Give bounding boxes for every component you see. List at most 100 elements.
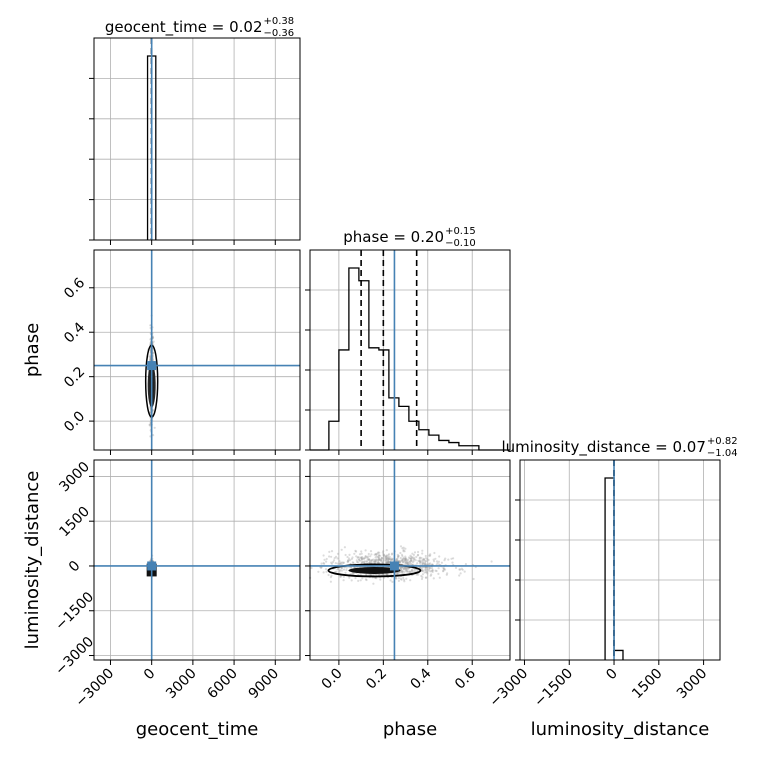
sample-point [459,568,462,571]
sample-point [361,561,364,564]
sample-point [360,557,363,560]
sample-point [358,553,362,556]
sample-point [351,561,354,564]
sample-point [461,568,464,571]
sample-point [383,557,386,560]
sample-point [360,556,363,559]
sample-point [410,559,413,562]
sample-point [332,560,335,564]
sample-point [428,567,431,570]
sample-point [375,555,378,558]
sample-point [368,558,371,561]
sample-point [361,558,364,561]
sample-point [423,558,426,561]
panel-frame-0-0 [93,37,301,241]
sample-point [410,569,413,572]
sample-point [357,561,360,564]
title-equals: = [389,228,411,246]
sample-point [407,562,410,565]
sample-point [385,557,388,560]
sample-point [364,556,367,560]
sample-point [379,558,382,561]
sample-point [406,558,410,561]
sample-point [407,556,411,559]
sample-point [421,559,424,562]
sample-point [431,567,434,570]
sample-point [423,559,426,562]
sample-point [370,553,373,556]
sample-point [424,562,427,566]
sample-point [458,568,461,571]
sample-point [340,563,343,566]
sample-point [377,561,380,564]
sample-point [395,559,398,562]
sample-point [378,561,381,565]
sample-point [426,558,429,561]
sample-point [149,358,152,361]
sample-point [376,555,380,559]
sample-point [434,557,437,560]
sample-point [367,552,370,556]
xtick-label-phase-0: 0.0 [319,666,346,693]
sample-point [339,562,342,565]
sample-point [425,568,428,571]
sample-point [397,579,400,583]
sample-point [356,561,359,564]
sample-point [342,579,345,582]
sample-point [358,558,361,561]
histogram-phase [310,267,510,451]
sample-point [341,561,344,564]
sample-point [404,567,407,570]
sample-point [342,568,346,571]
sample-point [425,563,428,566]
sample-point [378,551,381,554]
sample-point [424,566,427,570]
sample-point [357,558,361,561]
sample-point [390,558,393,561]
sample-point [370,558,374,562]
sample-point [385,549,388,552]
sample-point [423,561,427,565]
sample-point [391,552,394,555]
sample-point [431,570,434,574]
sample-point [430,570,433,573]
sample-point [404,568,407,571]
sample-point [356,556,359,559]
sample-point [396,572,399,575]
sample-point [427,569,430,572]
xtick-label-geocent_time-4: 9000 [246,666,283,703]
sample-point [424,560,427,563]
sample-point [385,554,388,557]
sample-point [422,557,425,561]
sample-point [381,560,384,563]
sample-point [374,560,377,563]
sample-point [338,570,341,573]
sample-point [405,570,409,573]
sample-point [384,554,388,558]
sample-point [397,577,400,580]
sample-point [323,558,326,561]
sample-point [340,566,343,570]
sample-point [406,567,409,570]
sample-point [446,572,449,575]
ytick-label-luminosity_distance-0: −3000 [52,634,97,679]
sample-point [434,569,437,572]
sample-point [423,563,426,566]
sample-point [390,557,393,560]
sample-point [437,560,440,563]
sample-point [149,355,152,358]
sample-point [404,562,407,565]
sample-point [376,552,379,555]
panel-bg-2-0 [94,460,300,660]
sample-point [364,549,367,552]
sample-point [339,569,342,572]
sample-point [328,550,331,554]
sample-point [378,558,381,561]
sample-point [334,555,338,558]
sample-point [387,560,390,564]
sample-point [379,578,382,581]
sample-point [347,559,350,562]
ytick-label-luminosity_distance-2: 0 [66,558,84,576]
sample-point [404,560,407,564]
sample-point [402,550,405,553]
